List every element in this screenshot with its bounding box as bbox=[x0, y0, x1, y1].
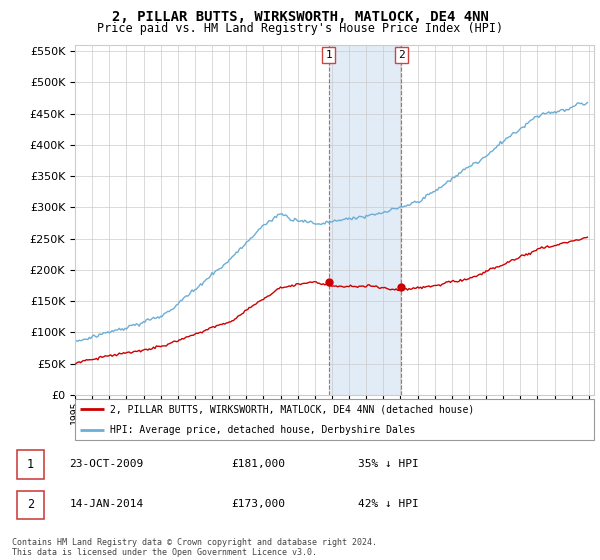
Text: Contains HM Land Registry data © Crown copyright and database right 2024.
This d: Contains HM Land Registry data © Crown c… bbox=[12, 538, 377, 557]
Text: HPI: Average price, detached house, Derbyshire Dales: HPI: Average price, detached house, Derb… bbox=[110, 424, 416, 435]
Text: 1: 1 bbox=[325, 50, 332, 60]
Text: 2: 2 bbox=[27, 498, 34, 511]
Text: 14-JAN-2014: 14-JAN-2014 bbox=[70, 499, 144, 509]
FancyBboxPatch shape bbox=[17, 491, 44, 519]
Text: £181,000: £181,000 bbox=[231, 459, 285, 469]
Text: 2, PILLAR BUTTS, WIRKSWORTH, MATLOCK, DE4 4NN (detached house): 2, PILLAR BUTTS, WIRKSWORTH, MATLOCK, DE… bbox=[110, 404, 475, 414]
Text: £173,000: £173,000 bbox=[231, 499, 285, 509]
Text: 2: 2 bbox=[398, 50, 404, 60]
FancyBboxPatch shape bbox=[17, 450, 44, 479]
Text: Price paid vs. HM Land Registry's House Price Index (HPI): Price paid vs. HM Land Registry's House … bbox=[97, 22, 503, 35]
Text: 35% ↓ HPI: 35% ↓ HPI bbox=[358, 459, 418, 469]
Bar bbox=[329, 45, 401, 395]
Text: 1: 1 bbox=[27, 458, 34, 470]
Text: 42% ↓ HPI: 42% ↓ HPI bbox=[358, 499, 418, 509]
FancyBboxPatch shape bbox=[75, 399, 594, 440]
Text: 2, PILLAR BUTTS, WIRKSWORTH, MATLOCK, DE4 4NN: 2, PILLAR BUTTS, WIRKSWORTH, MATLOCK, DE… bbox=[112, 10, 488, 24]
Text: 23-OCT-2009: 23-OCT-2009 bbox=[70, 459, 144, 469]
